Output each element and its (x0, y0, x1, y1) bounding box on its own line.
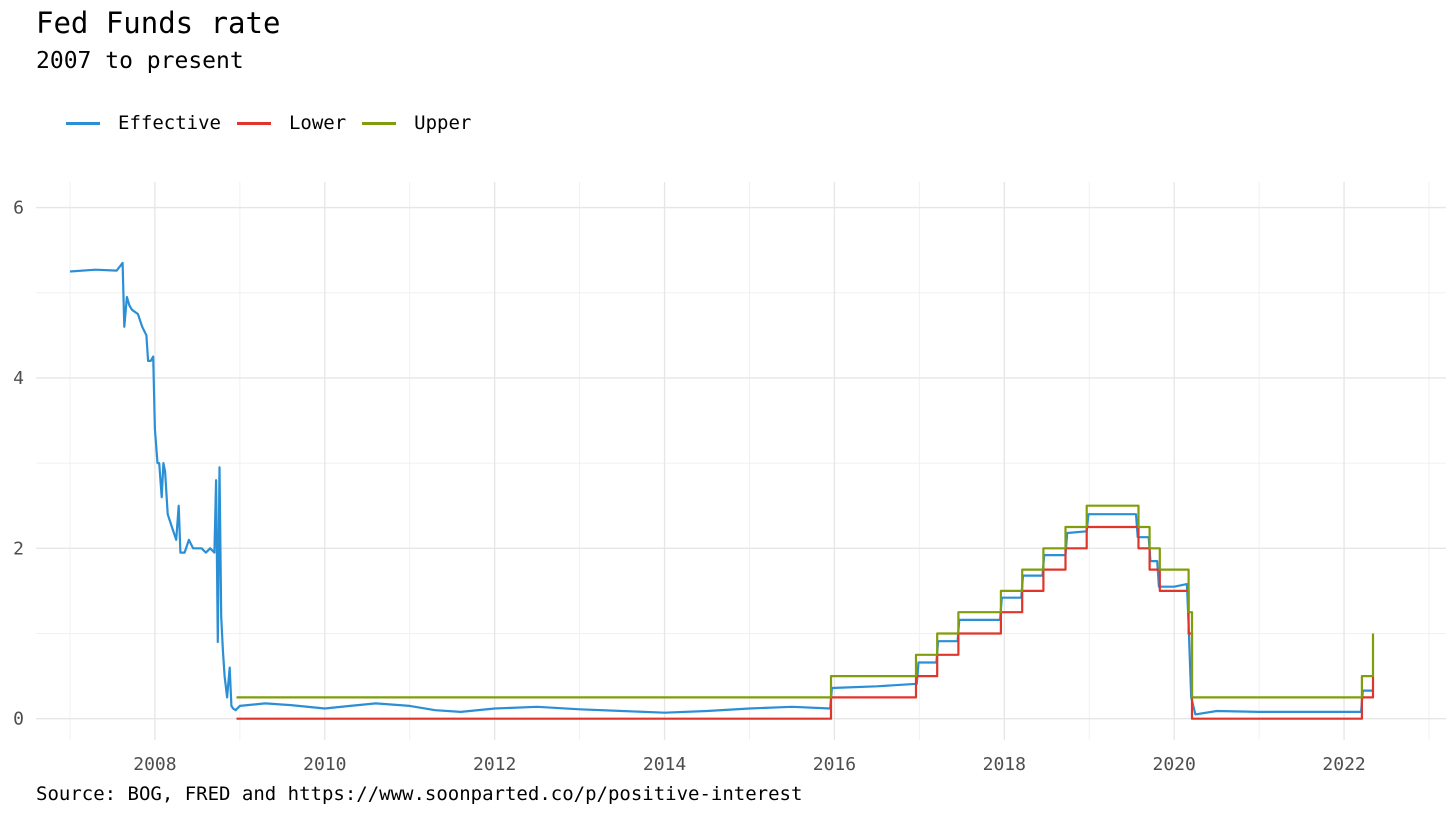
legend-item-effective: Effective (66, 112, 221, 134)
x-tick-label: 2010 (303, 754, 346, 775)
series-line-upper (236, 504, 1375, 699)
series-line-effective (69, 261, 1374, 716)
y-tick-label: 4 (13, 368, 24, 389)
chart-title: Fed Funds rate (36, 6, 281, 40)
x-tick-label: 2016 (813, 754, 856, 775)
legend-key-upper (362, 121, 397, 125)
legend-key-effective (66, 121, 100, 125)
grid-minor (36, 182, 1446, 740)
x-tick-label: 2020 (1153, 754, 1196, 775)
y-tick-label: 2 (13, 538, 24, 559)
x-tick-label: 2008 (133, 754, 176, 775)
chart-subtitle: 2007 to present (36, 48, 244, 74)
legend-item-lower: Lower (236, 112, 347, 134)
x-tick-label: 2018 (983, 754, 1026, 775)
legend-key-lower (236, 121, 271, 125)
tick-labels: 2008 2010 2012 2014 2016 2018 2020 2022 0 2 4 6 (13, 198, 1366, 775)
y-tick-label: 6 (13, 198, 24, 219)
grid-major (36, 182, 1446, 740)
x-tick-label: 2022 (1322, 754, 1365, 775)
series-line-lower (236, 525, 1375, 720)
legend-label-lower: Lower (288, 112, 347, 134)
legend-label-effective: Effective (118, 112, 221, 134)
x-tick-label: 2012 (473, 754, 516, 775)
x-tick-label: 2014 (643, 754, 686, 775)
y-tick-label: 0 (13, 709, 24, 730)
chart-caption: Source: BOG, FRED and https://www.soonpa… (36, 783, 803, 805)
series-lines (69, 261, 1375, 720)
legend-label-upper: Upper (414, 112, 472, 134)
legend: Effective Lower Upper (66, 112, 487, 134)
legend-item-upper: Upper (362, 112, 471, 134)
